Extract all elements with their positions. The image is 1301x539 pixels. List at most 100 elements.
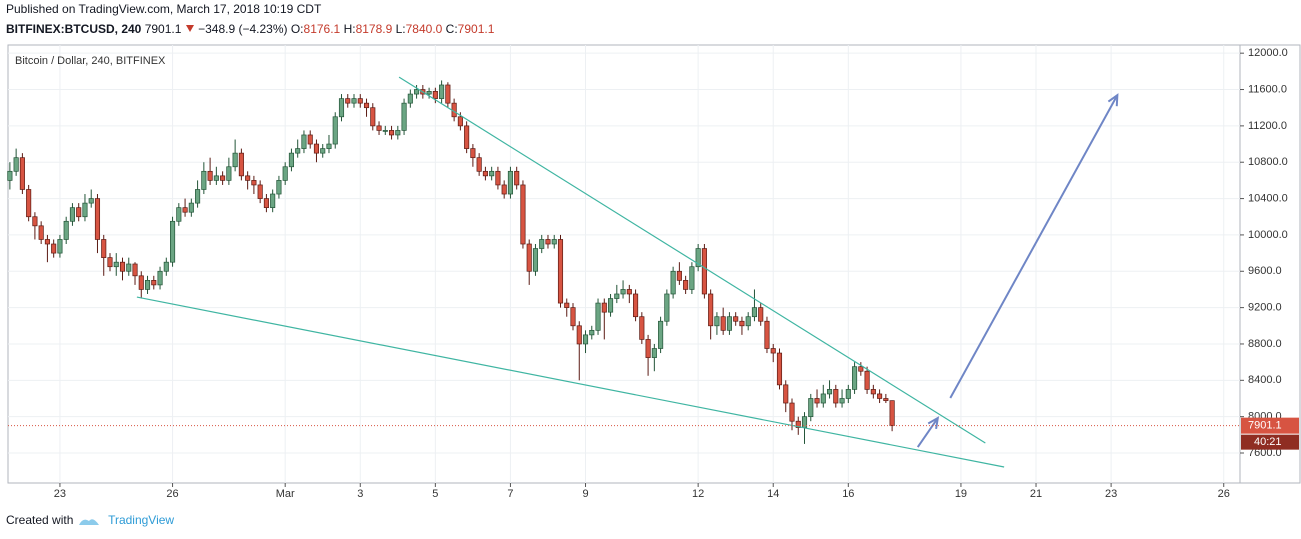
candle-body: [576, 325, 582, 345]
candle-body: [826, 389, 833, 395]
candle-body: [457, 116, 463, 127]
x-tick-label: 5: [432, 488, 438, 500]
candle-body: [313, 143, 320, 154]
candle-body: [476, 157, 482, 172]
candle-body: [495, 170, 501, 186]
candle-body: [501, 184, 507, 195]
ohlc-value: 8176.1: [303, 22, 341, 36]
candle-body: [520, 184, 526, 245]
candle-body: [389, 130, 395, 136]
ohlc-label: H:: [343, 22, 356, 36]
legend: Bitcoin / Dollar, 240, BITFINEX: [15, 55, 166, 67]
candle-body: [432, 90, 438, 99]
candle-body: [820, 393, 826, 404]
candle-body: [163, 261, 169, 272]
candle-body: [226, 166, 232, 181]
candle-body: [514, 170, 520, 186]
candle-body: [808, 398, 814, 418]
candle-body: [144, 280, 151, 290]
candle-body: [176, 207, 182, 222]
ohlc-label: L:: [395, 22, 406, 36]
candle-body: [270, 193, 276, 209]
candle-body: [332, 116, 338, 145]
candle-body: [76, 207, 82, 218]
candle-body: [307, 134, 313, 145]
ohlc-value: 7901.1: [457, 22, 495, 36]
candle-body: [51, 243, 57, 254]
candle-body: [545, 239, 551, 245]
candle-body: [132, 263, 138, 277]
brand: TradingView: [108, 513, 175, 527]
candle-body: [414, 89, 420, 95]
ohlc: O:8176.1 H:8178.9 L:7840.0 C:7901.1: [291, 22, 495, 36]
y-tick-label: 10400.0: [1248, 192, 1288, 204]
price-tag-label: 7901.1: [1248, 420, 1282, 432]
y-tick-label: 8800.0: [1248, 338, 1282, 350]
candle-body: [94, 198, 101, 240]
candle-body: [395, 130, 401, 136]
change: −348.9 (−4.23%): [198, 22, 288, 36]
candle-body: [201, 170, 207, 190]
candle-body: [345, 98, 351, 104]
candle-body: [138, 275, 144, 290]
candle-body: [69, 207, 75, 222]
candle-body: [363, 102, 370, 109]
candle-body: [376, 125, 382, 131]
candle-body: [670, 270, 676, 295]
candle-body: [883, 398, 889, 402]
candle-body: [720, 316, 726, 331]
y-tick-label: 10000.0: [1248, 229, 1288, 241]
candle-body: [870, 389, 876, 395]
candle-body: [601, 302, 607, 313]
candle-body: [739, 320, 745, 327]
candle-body: [639, 316, 645, 340]
x-tick-label: 16: [842, 488, 854, 500]
candle-body: [814, 398, 820, 404]
candle-body: [19, 157, 25, 190]
candle-body: [589, 329, 595, 336]
candle-body: [551, 239, 557, 245]
candle-body: [764, 320, 770, 349]
candle-body: [839, 398, 845, 404]
candle-body: [370, 107, 376, 127]
candle-body: [626, 289, 632, 295]
symbol-line: BITFINEX:BTCUSD, 240 7901.1 −348.9 (−4.2…: [6, 22, 494, 36]
x-tick-label: 26: [166, 488, 178, 500]
candle-body: [338, 98, 345, 118]
y-tick-label: 12000.0: [1248, 47, 1288, 59]
x-tick-label: 23: [1105, 488, 1117, 500]
candle-body: [714, 316, 720, 327]
candle-body: [864, 370, 870, 390]
ohlc-label: C:: [445, 22, 458, 36]
candle-body: [877, 393, 883, 399]
arrow: [916, 417, 939, 448]
candle-body: [620, 289, 626, 295]
logo: [78, 519, 99, 525]
candle-body: [683, 280, 689, 290]
ohlc-value: 8178.9: [355, 22, 393, 36]
candle-body: [351, 98, 357, 104]
price-tag: [1241, 417, 1299, 434]
candle-body: [188, 202, 194, 213]
x-tick-label: 7: [507, 488, 513, 500]
candle-body: [257, 184, 263, 199]
trend-line: [136, 296, 1005, 468]
candle-body: [320, 148, 326, 154]
candle-body: [326, 143, 332, 149]
candle-body: [182, 207, 188, 213]
candle-body: [57, 239, 63, 254]
last-price: 7901.1: [144, 22, 182, 36]
candle-body: [795, 420, 801, 428]
candle-body: [783, 384, 789, 404]
candle-body: [426, 90, 432, 95]
symbol: BITFINEX:BTCUSD, 240: [6, 22, 142, 36]
footer: Created with TradingView: [6, 513, 174, 527]
arrow-head: [1107, 93, 1119, 107]
candle-body: [507, 170, 513, 195]
candle-body: [26, 189, 32, 218]
candle-body: [63, 220, 69, 240]
candle-body: [532, 248, 539, 272]
candle-body: [582, 334, 589, 345]
pane: [7, 44, 1241, 484]
